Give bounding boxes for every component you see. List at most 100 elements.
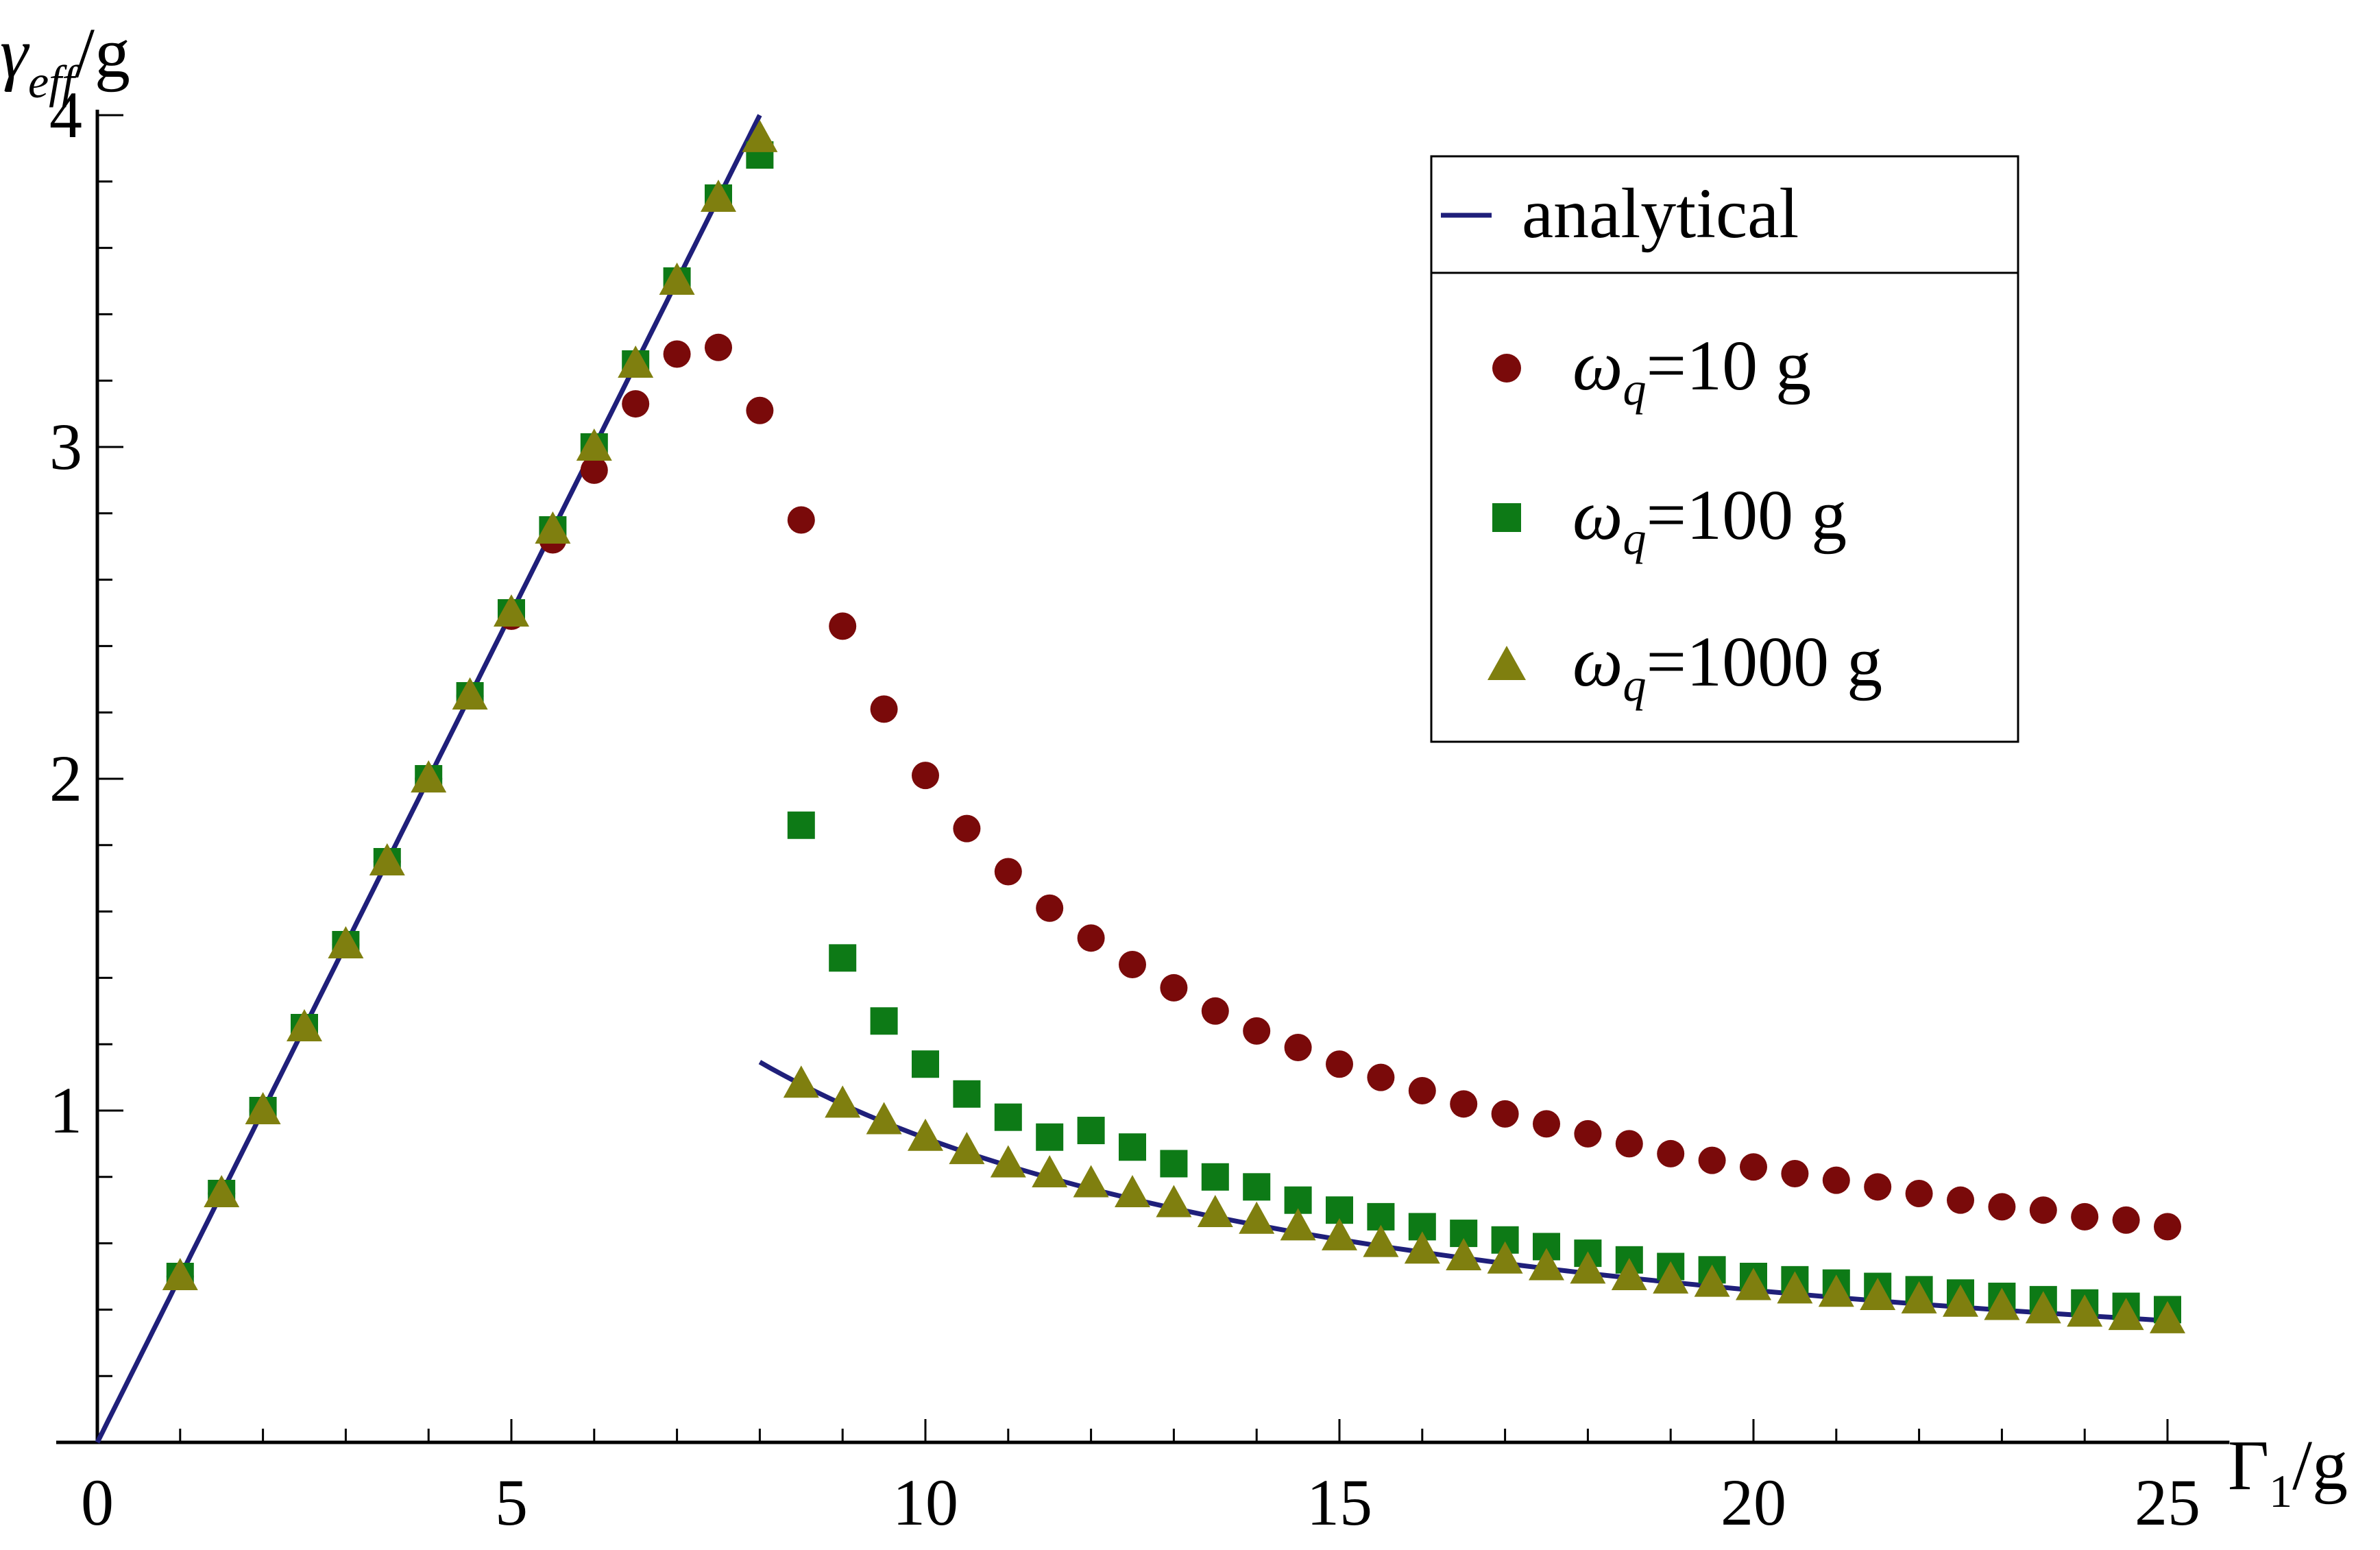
point-circle bbox=[705, 333, 732, 361]
y-tick-label: 2 bbox=[49, 742, 82, 815]
point-triangle bbox=[618, 346, 654, 378]
point-triangle bbox=[1073, 1165, 1109, 1198]
point-square bbox=[1201, 1163, 1229, 1191]
point-circle bbox=[870, 695, 898, 723]
point-square bbox=[1119, 1133, 1146, 1161]
x-tick-label: 25 bbox=[2135, 1466, 2200, 1539]
point-circle bbox=[1284, 1034, 1312, 1062]
point-circle bbox=[1243, 1017, 1271, 1045]
point-circle bbox=[746, 396, 774, 424]
y-tick-label: 4 bbox=[49, 78, 82, 152]
point-circle bbox=[663, 340, 691, 368]
point-circle bbox=[1408, 1076, 1436, 1104]
point-circle bbox=[2071, 1202, 2099, 1231]
x-tick-label: 10 bbox=[892, 1466, 958, 1539]
point-triangle bbox=[825, 1085, 861, 1118]
x-tick-label: 20 bbox=[1721, 1466, 1786, 1539]
point-triangle bbox=[1611, 1258, 1647, 1290]
point-circle bbox=[829, 612, 857, 640]
point-triangle bbox=[2108, 1298, 2144, 1331]
y-tick-label: 3 bbox=[49, 410, 82, 483]
point-square bbox=[1160, 1150, 1188, 1178]
point-triangle bbox=[659, 263, 695, 295]
point-circle bbox=[1201, 997, 1229, 1025]
point-triangle bbox=[204, 1175, 240, 1207]
point-triangle bbox=[411, 760, 447, 792]
point-square bbox=[953, 1080, 981, 1108]
point-triangle bbox=[866, 1102, 902, 1135]
point-square bbox=[870, 1007, 898, 1035]
point-circle bbox=[1450, 1090, 1478, 1118]
point-triangle bbox=[1943, 1284, 1978, 1317]
point-triangle bbox=[1487, 1241, 1523, 1274]
legend-analytical-label: analytical bbox=[1522, 174, 1799, 253]
point-circle bbox=[2112, 1206, 2140, 1234]
point-triangle bbox=[701, 180, 736, 212]
point-circle bbox=[953, 814, 981, 843]
legend-marker-circle bbox=[1492, 354, 1521, 383]
point-triangle bbox=[1818, 1274, 1854, 1307]
legend-marker-square bbox=[1492, 503, 1521, 532]
point-square bbox=[1243, 1173, 1271, 1201]
point-circle bbox=[1160, 973, 1188, 1002]
point-square bbox=[829, 944, 857, 972]
point-circle bbox=[1077, 924, 1105, 952]
y-tick-label: 1 bbox=[49, 1074, 82, 1147]
y-axis-label-tail: /g bbox=[75, 14, 130, 93]
point-triangle bbox=[1404, 1231, 1440, 1264]
point-triangle bbox=[2025, 1291, 2061, 1324]
point-circle bbox=[2029, 1196, 2057, 1224]
point-triangle bbox=[452, 677, 488, 710]
point-triangle bbox=[1446, 1237, 1482, 1270]
point-circle bbox=[1698, 1146, 1726, 1174]
x-tick-label: 5 bbox=[495, 1466, 528, 1539]
point-square bbox=[1077, 1117, 1105, 1145]
data-marks bbox=[95, 114, 2185, 1444]
point-square bbox=[912, 1050, 939, 1078]
point-triangle bbox=[1115, 1175, 1150, 1207]
point-triangle bbox=[908, 1118, 943, 1151]
point-circle bbox=[580, 456, 608, 484]
point-triangle bbox=[1777, 1271, 1813, 1304]
point-circle bbox=[1119, 951, 1146, 979]
y-axis-label: γeff/g bbox=[0, 14, 130, 108]
point-triangle bbox=[1156, 1185, 1192, 1218]
point-circle bbox=[1036, 894, 1064, 922]
point-triangle bbox=[162, 1258, 198, 1290]
point-circle bbox=[787, 506, 815, 534]
point-circle bbox=[994, 858, 1022, 886]
point-triangle bbox=[1197, 1195, 1233, 1228]
point-circle bbox=[1905, 1180, 1933, 1207]
point-triangle bbox=[1694, 1264, 1730, 1297]
x-tick-label: 15 bbox=[1307, 1466, 1372, 1539]
point-triangle bbox=[1901, 1281, 1937, 1313]
point-triangle bbox=[245, 1092, 281, 1124]
legend-box bbox=[1430, 155, 2019, 743]
point-circle bbox=[2154, 1213, 2181, 1241]
point-triangle bbox=[2067, 1294, 2103, 1327]
point-square bbox=[994, 1103, 1022, 1131]
point-triangle bbox=[369, 843, 405, 875]
x-axis-label: Γ1/g bbox=[2228, 1426, 2348, 1517]
point-triangle bbox=[1032, 1154, 1068, 1187]
point-circle bbox=[1615, 1130, 1643, 1158]
point-triangle bbox=[1653, 1261, 1689, 1294]
point-square bbox=[1036, 1123, 1064, 1151]
point-triangle bbox=[1280, 1208, 1316, 1241]
point-triangle bbox=[494, 594, 529, 627]
point-circle bbox=[912, 762, 939, 790]
point-circle bbox=[1367, 1063, 1395, 1091]
point-circle bbox=[1988, 1193, 2016, 1221]
point-square bbox=[787, 811, 815, 839]
point-triangle bbox=[949, 1132, 985, 1165]
point-triangle bbox=[1322, 1218, 1357, 1250]
point-triangle bbox=[1736, 1268, 1771, 1300]
point-triangle bbox=[1984, 1287, 2020, 1320]
point-circle bbox=[1947, 1186, 1974, 1214]
point-triangle bbox=[1860, 1278, 1896, 1311]
legend-marker-triangle bbox=[1487, 646, 1526, 680]
point-triangle bbox=[2150, 1300, 2185, 1333]
point-circle bbox=[1657, 1139, 1685, 1167]
point-triangle bbox=[1239, 1201, 1275, 1234]
